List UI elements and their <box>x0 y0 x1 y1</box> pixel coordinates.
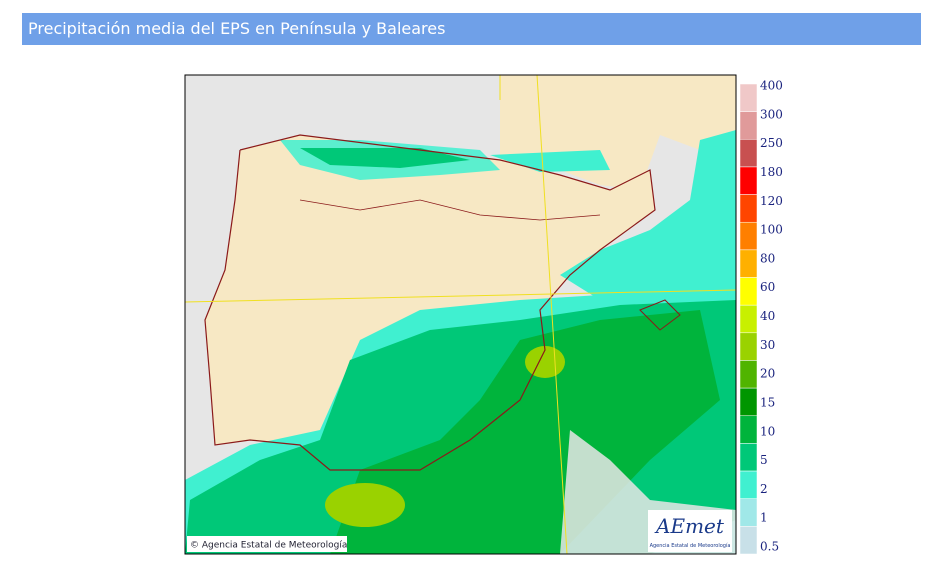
rain-andalusia <box>325 483 405 527</box>
legend-label: 40 <box>760 309 775 323</box>
balearics <box>639 299 681 331</box>
legend-label: 180 <box>760 165 783 179</box>
legend-swatch <box>739 387 758 417</box>
legend-label: 20 <box>760 367 775 381</box>
legend-label: 2 <box>760 482 768 496</box>
copyright: © Agencia Estatal de Meteorología <box>190 541 347 551</box>
rain-southeast <box>330 310 720 554</box>
map-frame <box>184 74 737 555</box>
legend-swatch <box>739 470 758 499</box>
legend-swatch <box>739 526 758 555</box>
legend-label: 300 <box>760 107 783 121</box>
legend-label: 10 <box>760 424 775 438</box>
map: © Agencia Estatal de Meteorología AEmet … <box>184 74 737 555</box>
logo: AEmet <box>654 514 725 538</box>
legend: 400 300 250 180 120 100 80 60 40 30 20 15 10 5 2 1 0.5 <box>739 79 783 555</box>
legend-swatch <box>739 249 758 278</box>
legend-swatch <box>739 415 758 444</box>
coastline <box>204 134 656 471</box>
graticule <box>536 74 568 555</box>
legend-swatch <box>739 304 758 334</box>
legend-swatch <box>739 83 758 112</box>
legend-label: 15 <box>760 395 775 409</box>
legend-label: 30 <box>760 338 775 352</box>
legend-label: 1 <box>760 511 768 525</box>
logo-box <box>648 510 732 552</box>
rain-east-sea <box>560 130 736 300</box>
legend-label: 250 <box>760 136 783 150</box>
legend-swatch <box>739 194 758 223</box>
logo-subtitle: Agencia Estatal de Meteorología <box>650 542 731 549</box>
legend-swatch <box>739 221 758 251</box>
legend-label: 5 <box>760 453 768 467</box>
legend-swatch <box>739 332 758 361</box>
legend-label: 60 <box>760 280 775 294</box>
legend-swatch <box>739 139 758 168</box>
legend-swatch <box>739 277 758 306</box>
copyright-box <box>187 536 347 552</box>
legend-label: 0.5 <box>760 540 779 554</box>
legend-label: 80 <box>760 251 775 265</box>
rain-northeast <box>490 150 610 172</box>
legend-swatch <box>739 498 758 527</box>
iberia <box>205 135 655 470</box>
legend-label: 400 <box>760 79 783 93</box>
province-borders <box>299 199 601 221</box>
legend-swatch <box>739 166 758 195</box>
rain-north-core <box>300 148 470 168</box>
legend-swatch <box>739 443 758 472</box>
title-bar: Precipitación media del EPS en Península… <box>22 13 921 45</box>
legend-label: 100 <box>760 223 783 237</box>
legend-swatch <box>739 360 758 389</box>
legend-swatch <box>739 111 758 140</box>
graticule <box>184 289 737 303</box>
legend-label: 120 <box>760 194 783 208</box>
